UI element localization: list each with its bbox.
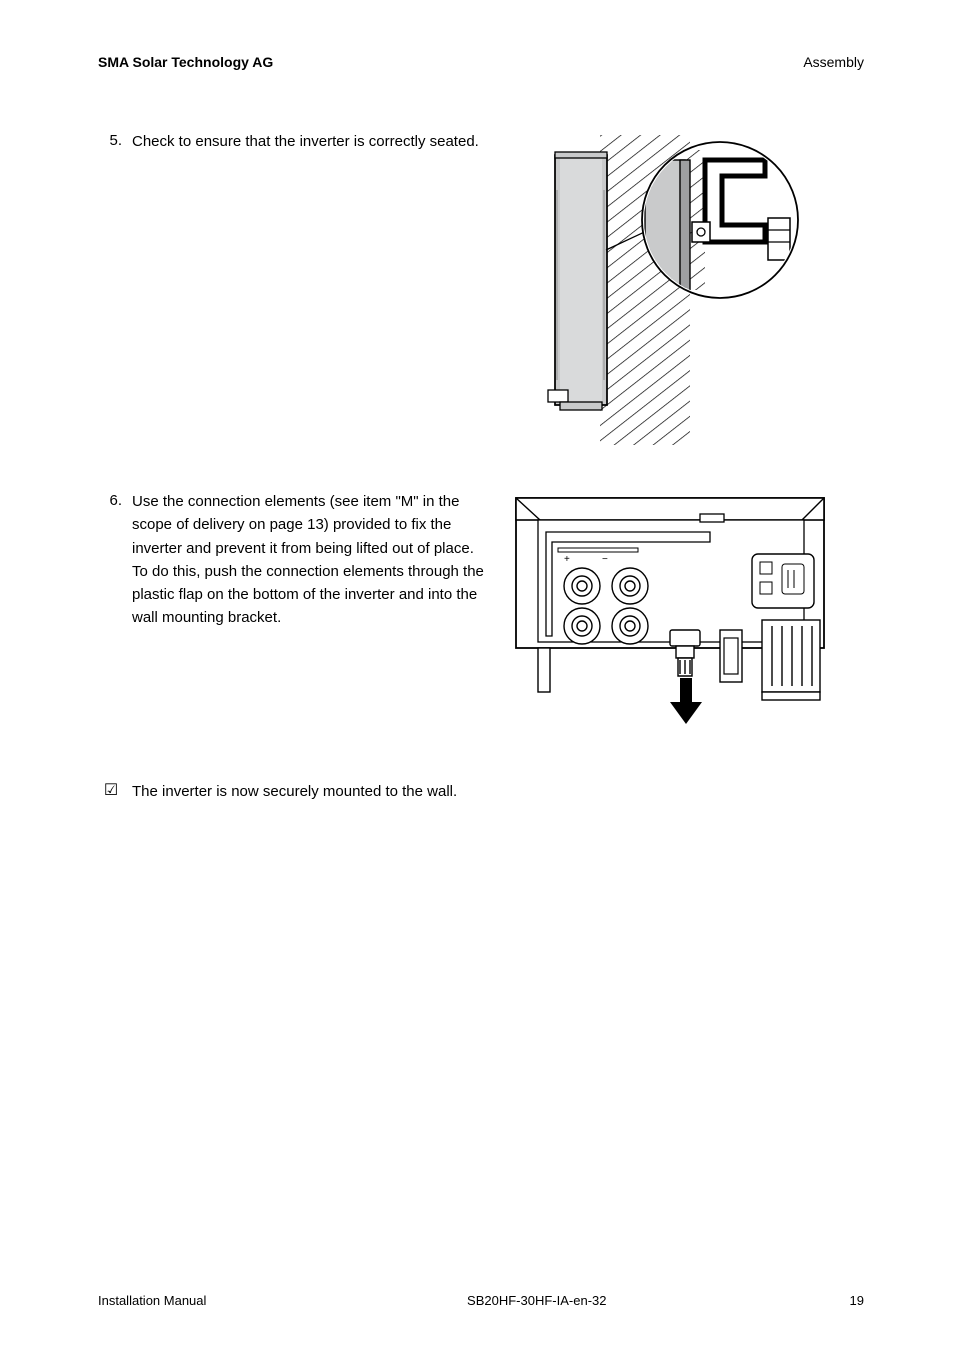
check-icon: ☑ xyxy=(98,780,132,800)
page-footer: Installation Manual SB20HF-30HF-IA-en-32… xyxy=(98,1293,864,1308)
step-6-number: 6. xyxy=(98,490,132,513)
result-row: ☑ The inverter is now securely mounted t… xyxy=(98,780,864,803)
footer-doc-id: SB20HF-30HF-IA-en-32 xyxy=(467,1293,606,1308)
result-text: The inverter is now securely mounted to … xyxy=(132,780,475,803)
footer-page-number: 19 xyxy=(850,1293,864,1308)
svg-text:+: + xyxy=(564,554,570,565)
step-6-text: Use the connection elements (see item "M… xyxy=(132,490,510,630)
step-5-text: Check to ensure that the inverter is cor… xyxy=(132,130,510,153)
header-company: SMA Solar Technology AG xyxy=(98,54,273,70)
step-5-number: 5. xyxy=(98,130,132,153)
step-6-row: 6. Use the connection elements (see item… xyxy=(98,490,864,730)
step-6-figure: + − xyxy=(510,490,864,730)
svg-text:−: − xyxy=(602,554,608,565)
header-section: Assembly xyxy=(803,54,864,70)
page: SMA Solar Technology AG Assembly 5. Chec… xyxy=(0,0,954,1352)
step-5-row: 5. Check to ensure that the inverter is … xyxy=(98,130,864,450)
step-5-figure xyxy=(510,130,864,450)
page-header: SMA Solar Technology AG Assembly xyxy=(98,54,864,70)
footer-left: Installation Manual xyxy=(98,1293,206,1308)
